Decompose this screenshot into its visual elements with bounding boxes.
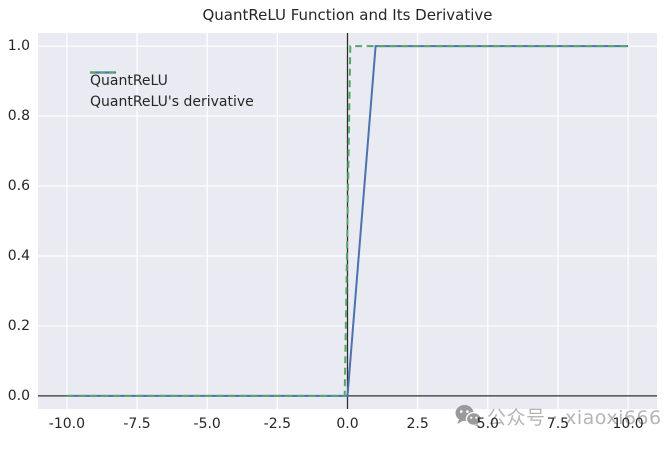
y-tick-label: 0.2 [7,317,30,334]
x-tick-label: 5.0 [476,416,499,432]
derivative-line-swatch [90,71,116,74]
y-tick-label: 1.0 [7,38,30,55]
x-tick-label: -5.0 [193,416,221,432]
x-tick-label: 7.5 [546,416,570,432]
x-tick-label: -2.5 [263,416,291,432]
watermark: 公众号 · xiaoxi666 [455,403,662,429]
x-tick-label: -7.5 [123,416,151,432]
x-tick-label: 10.0 [612,416,644,432]
plot-area: QuantReLU QuantReLU's derivative [38,33,657,409]
series-line-quantrelu-s-derivative [66,45,629,397]
plot-canvas [38,33,657,409]
legend-label-quantrelu: QuantReLU [90,72,168,89]
y-tick-label: 0.0 [7,387,30,404]
wechat-icon [455,405,482,428]
y-tick-label: 0.6 [7,178,30,195]
legend-item-derivative: QuantReLU's derivative [90,71,254,112]
watermark-text: 公众号 · xiaoxi666 [487,406,662,429]
x-tick-label: 2.5 [406,416,429,432]
x-tick-label: 0.0 [336,416,359,432]
legend: QuantReLU QuantReLU's derivative [90,70,254,112]
y-tick-label: 0.4 [7,247,30,264]
y-tick-label: 0.8 [7,108,30,125]
x-tick-label: -10.0 [48,416,85,432]
chart-title: QuantReLU Function and Its Derivative [202,6,493,24]
legend-label-derivative: QuantReLU's derivative [90,93,254,110]
